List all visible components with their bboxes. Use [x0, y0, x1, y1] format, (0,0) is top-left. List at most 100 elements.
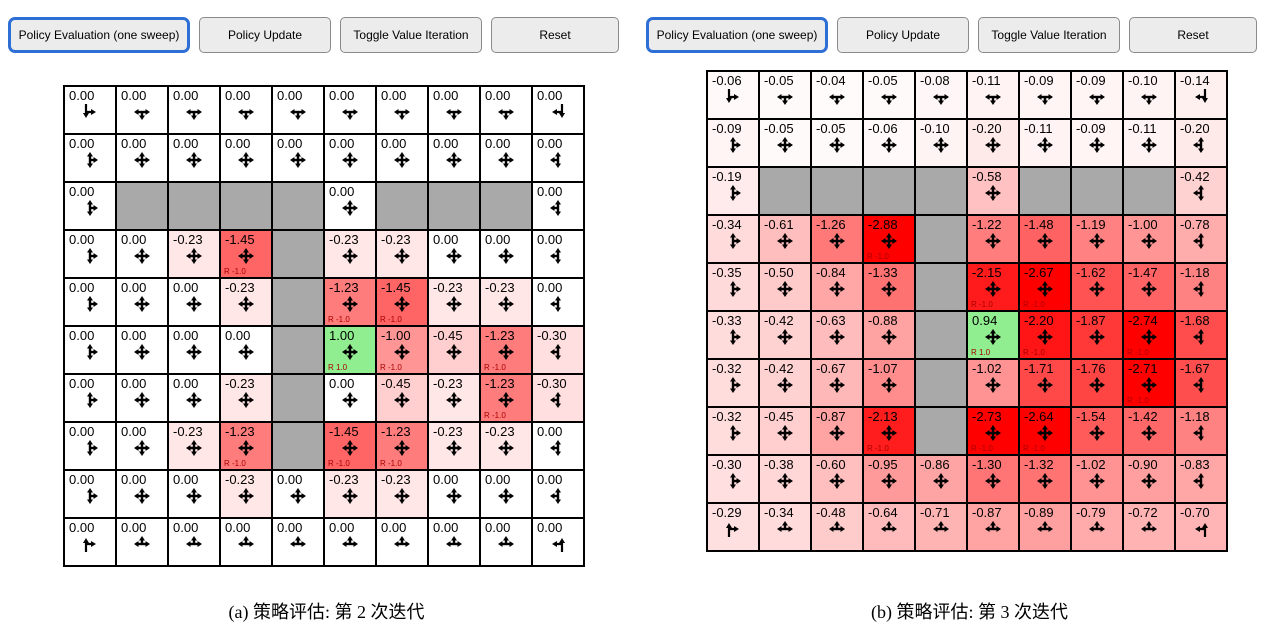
cell-value: 0.00: [69, 520, 95, 535]
grid-cell: 0.94 R 1.0: [966, 310, 1020, 360]
policy-arrows-icon: [812, 136, 862, 154]
cell-value: -0.30: [712, 457, 742, 472]
reward-label: R -1.0: [867, 252, 889, 261]
policy-arrows-icon: [708, 328, 758, 346]
policy-arrows-icon: [377, 247, 427, 265]
cell-value: -1.54: [1076, 409, 1106, 424]
cell-value: 0.00: [173, 472, 199, 487]
policy-arrows-icon: [117, 391, 167, 409]
grid-cell: -0.79: [1070, 502, 1124, 552]
policy-arrows-icon: [169, 103, 219, 121]
grid-cell: -0.09: [706, 118, 760, 168]
policy-arrows-icon: [1072, 88, 1122, 106]
grid-cell: 0.00: [115, 469, 169, 519]
grid-row: -0.09 -0.05 -0.05 -0.06 -0.10 -0.20 -0.11 -0.09…: [706, 118, 1228, 168]
policy-arrows-icon: [1072, 472, 1122, 490]
policy-update-button[interactable]: Policy Update: [199, 17, 331, 53]
grid-cell: -0.09: [1018, 70, 1072, 120]
grid-cell: -0.45: [758, 406, 812, 456]
policy-arrows-icon: [1072, 328, 1122, 346]
cell-value: 0.00: [433, 472, 459, 487]
cell-value: -0.87: [816, 409, 846, 424]
grid-cell: 0.00: [531, 277, 585, 327]
policy-arrows-icon: [221, 247, 271, 265]
policy-evaluation-one-sweep-button[interactable]: Policy Evaluation (one sweep): [646, 17, 828, 53]
cell-value: -1.42: [1128, 409, 1158, 424]
policy-arrows-icon: [864, 232, 914, 250]
cell-value: -0.23: [329, 472, 359, 487]
policy-arrows-icon: [1124, 232, 1174, 250]
grid-cell: -1.23 R -1.0: [479, 373, 533, 423]
cell-value: -0.29: [712, 505, 742, 520]
reset-button[interactable]: Reset: [491, 17, 619, 53]
cell-value: -0.42: [1180, 169, 1210, 184]
policy-arrows-icon: [533, 439, 583, 457]
policy-arrows-icon: [221, 295, 271, 313]
cell-value: 0.00: [121, 232, 147, 247]
grid-cell: 0.00: [531, 133, 585, 183]
grid-cell: 0.00: [115, 85, 169, 135]
policy-evaluation-one-sweep-button[interactable]: Policy Evaluation (one sweep): [8, 17, 190, 53]
policy-arrows-icon: [169, 247, 219, 265]
policy-arrows-icon: [916, 472, 966, 490]
grid-cell: -1.48: [1018, 214, 1072, 264]
grid-cell: -0.30: [531, 325, 585, 375]
grid-row: 0.00 0.00 -0.23 -1.23 R -1.0 -1.45 R -1.0 -1.23…: [63, 421, 585, 471]
obstacle-cell: [862, 166, 916, 216]
obstacle-cell: [167, 181, 221, 231]
obstacle-cell: [914, 358, 968, 408]
cell-value: 0.00: [329, 376, 355, 391]
policy-update-button[interactable]: Policy Update: [837, 17, 969, 53]
reward-label: R -1.0: [1023, 348, 1045, 357]
cell-value: -0.23: [381, 472, 411, 487]
policy-arrows-icon: [377, 295, 427, 313]
obstacle-cell: [914, 166, 968, 216]
cell-value: -0.10: [1128, 73, 1158, 88]
reset-button[interactable]: Reset: [1129, 17, 1257, 53]
grid-row: -0.32 -0.45 -0.87 -2.13 R -1.0 -2.73 R -1.0 -2.…: [706, 406, 1228, 456]
reward-label: R -1.0: [867, 444, 889, 453]
cell-value: 0.00: [433, 88, 459, 103]
caption-a: (a) 策略评估: 第 2 次迭代: [228, 602, 425, 622]
policy-arrows-icon: [325, 151, 375, 169]
grid-row: 0.00 0.00 0.00 0.00 0.00 0.00 0.00 0.00 0.00 0.00: [63, 85, 585, 135]
reward-label: R -1.0: [1127, 396, 1149, 405]
policy-arrows-icon: [429, 343, 479, 361]
policy-arrows-icon: [760, 232, 810, 250]
cell-value: -1.23: [381, 424, 411, 439]
policy-arrows-icon: [169, 439, 219, 457]
grid-cell: -0.78: [1174, 214, 1228, 264]
toggle-value-iteration-button[interactable]: Toggle Value Iteration: [340, 17, 482, 53]
cell-value: -1.22: [972, 217, 1002, 232]
cell-value: -0.30: [537, 328, 567, 343]
grid-cell: -0.86: [914, 454, 968, 504]
cell-value: -1.23: [329, 280, 359, 295]
policy-arrows-icon: [325, 103, 375, 121]
policy-arrows-icon: [968, 280, 1018, 298]
grid-row: -0.33 -0.42 -0.63 -0.88 0.94 R 1.0 -2.20 R -1.0…: [706, 310, 1228, 360]
policy-arrows-icon: [117, 535, 167, 553]
grid-cell: -0.34: [706, 214, 760, 264]
cell-value: -0.90: [1128, 457, 1158, 472]
grid-cell: 0.00: [63, 181, 117, 231]
grid-cell: 0.00: [219, 517, 273, 567]
policy-arrows-icon: [1020, 136, 1070, 154]
policy-arrows-icon: [533, 487, 583, 505]
toggle-value-iteration-button[interactable]: Toggle Value Iteration: [978, 17, 1120, 53]
cell-value: 0.00: [329, 184, 355, 199]
policy-arrows-icon: [1124, 520, 1174, 538]
grid-cell: -0.05: [758, 118, 812, 168]
cell-value: -2.88: [868, 217, 898, 232]
policy-arrows-icon: [533, 391, 583, 409]
policy-arrows-icon: [377, 535, 427, 553]
reward-label: R -1.0: [484, 411, 506, 420]
grid-cell: 0.00: [375, 133, 429, 183]
cell-value: 0.00: [381, 520, 407, 535]
policy-arrows-icon: [481, 247, 531, 265]
grid-cell: -0.35: [706, 262, 760, 312]
cell-value: -1.00: [1128, 217, 1158, 232]
cell-value: -0.72: [1128, 505, 1158, 520]
grid-cell: -0.34: [758, 502, 812, 552]
grid-cell: -0.23: [375, 469, 429, 519]
grid-cell: -0.10: [1122, 70, 1176, 120]
